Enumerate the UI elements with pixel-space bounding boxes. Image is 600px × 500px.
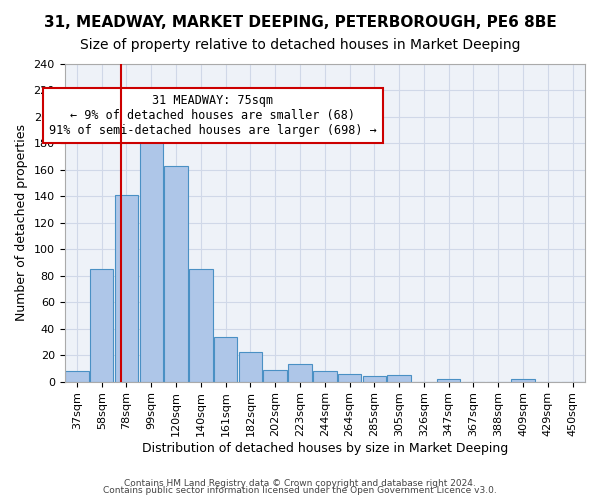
Y-axis label: Number of detached properties: Number of detached properties [15, 124, 28, 322]
Bar [140, 120, 163, 382]
Bar [239, 352, 262, 382]
Bar [189, 269, 212, 382]
Bar [313, 371, 337, 382]
Bar [511, 379, 535, 382]
Bar [288, 364, 312, 382]
Bar [214, 336, 238, 382]
Bar [338, 374, 361, 382]
Text: 31 MEADWAY: 75sqm
← 9% of detached houses are smaller (68)
91% of semi-detached : 31 MEADWAY: 75sqm ← 9% of detached house… [49, 94, 377, 137]
Bar [388, 375, 411, 382]
X-axis label: Distribution of detached houses by size in Market Deeping: Distribution of detached houses by size … [142, 442, 508, 455]
Text: Contains HM Land Registry data © Crown copyright and database right 2024.: Contains HM Land Registry data © Crown c… [124, 478, 476, 488]
Bar [115, 195, 138, 382]
Bar [362, 376, 386, 382]
Bar [90, 269, 113, 382]
Bar [263, 370, 287, 382]
Text: Contains public sector information licensed under the Open Government Licence v3: Contains public sector information licen… [103, 486, 497, 495]
Bar [65, 371, 89, 382]
Text: 31, MEADWAY, MARKET DEEPING, PETERBOROUGH, PE6 8BE: 31, MEADWAY, MARKET DEEPING, PETERBOROUG… [44, 15, 556, 30]
Bar [164, 166, 188, 382]
Bar [437, 379, 460, 382]
Text: Size of property relative to detached houses in Market Deeping: Size of property relative to detached ho… [80, 38, 520, 52]
